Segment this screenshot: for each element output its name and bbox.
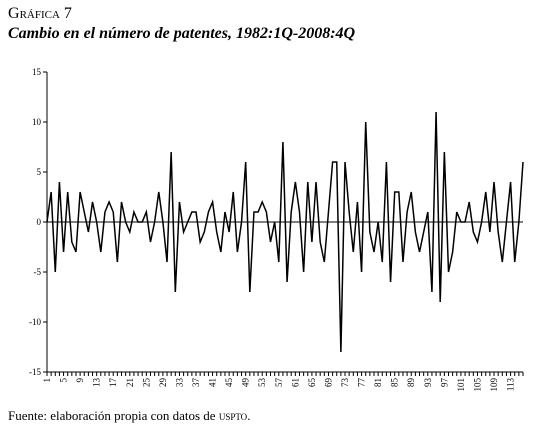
x-tick-label: 85 [390, 378, 400, 388]
x-tick-label: 9 [75, 378, 85, 383]
figure-label-rest: ráfica 7 [19, 5, 72, 22]
y-tick-label: -15 [29, 367, 41, 377]
chart-title: Cambio en el número de patentes, 1982:1Q… [8, 25, 356, 42]
y-tick-labels: -15 -10 -5 0 5 10 15 [29, 67, 42, 377]
chart-axes [43, 71, 524, 376]
x-tick-label: 105 [472, 378, 482, 392]
x-tick-label: 77 [357, 378, 367, 388]
x-tick-labels: 1 5 9 13 17 21 25 29 33 37 41 45 49 53 57 61 65 69 73 77 81 8… [42, 378, 516, 392]
x-tick-label: 97 [439, 378, 449, 388]
x-tick-label: 45 [224, 378, 234, 388]
x-tick-label: 69 [323, 378, 333, 388]
source-note: Fuente: elaboración propia con datos de … [8, 408, 250, 424]
x-tick-label: 57 [274, 378, 284, 388]
y-tick-label: -5 [34, 267, 42, 277]
x-tick-label: 81 [373, 378, 383, 387]
x-tick-label: 93 [423, 378, 433, 388]
x-tick-label: 109 [489, 378, 499, 392]
x-tick-label: 33 [174, 378, 184, 388]
x-tick-label: 49 [241, 378, 251, 388]
y-tick-label: 5 [37, 167, 42, 177]
x-tick-label: 53 [257, 378, 267, 388]
x-tick-label: 61 [290, 378, 300, 387]
source-end: . [247, 408, 251, 423]
y-tick-label: 15 [32, 67, 42, 77]
x-tick-label: 5 [59, 378, 69, 383]
x-tick-label: 65 [307, 378, 317, 388]
x-tick-label: 73 [340, 378, 350, 388]
x-tick-label: 13 [92, 378, 102, 388]
y-tick-label: 0 [37, 217, 42, 227]
x-tick-label: 41 [208, 378, 218, 387]
x-tick-label: 37 [191, 378, 201, 388]
x-tick-label: 89 [406, 378, 416, 388]
figure-label: Gráfica 7 [8, 5, 72, 23]
source-text: Fuente: elaboración propia con datos de [8, 408, 219, 423]
y-tick-label: -10 [29, 317, 41, 327]
x-tick-label: 21 [125, 378, 135, 387]
x-tick-label: 113 [506, 378, 516, 392]
x-tick-label: 101 [456, 378, 466, 392]
x-tick-label: 1 [42, 378, 52, 383]
x-tick-label: 17 [108, 378, 118, 388]
x-tick-label: 25 [141, 378, 151, 388]
y-tick-label: 10 [32, 117, 42, 127]
series-line [46, 111, 524, 353]
figure-label-prefix: G [8, 5, 20, 22]
source-org: uspto [218, 408, 248, 423]
series-layer [46, 111, 524, 353]
x-tick-label: 29 [158, 378, 168, 388]
